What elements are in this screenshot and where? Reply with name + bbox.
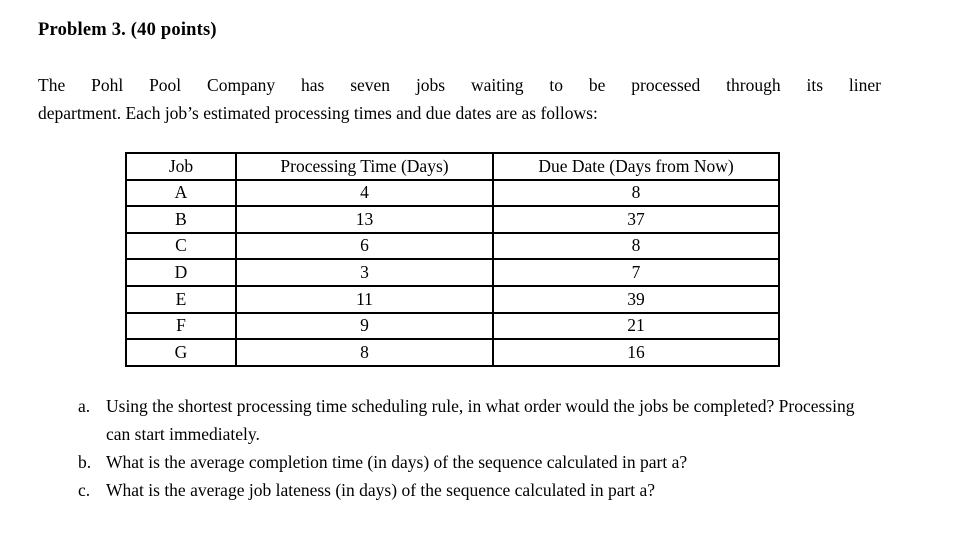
table-cell-processing-time: 4 <box>235 178 494 208</box>
table-cell-due-date: 8 <box>492 231 780 261</box>
table-cell-job: E <box>125 284 237 314</box>
question-c-label: c. <box>78 480 91 500</box>
table-header-row: Job Processing Time (Days) Due Date (Day… <box>125 152 780 181</box>
table-row: E 11 39 <box>125 284 780 314</box>
table-row: A 4 8 <box>125 178 780 208</box>
question-list: a. Using the shortest processing time sc… <box>78 392 880 504</box>
question-a-label: a. <box>78 396 91 416</box>
table-cell-job: B <box>125 205 237 234</box>
question-b: b. What is the average completion time (… <box>78 448 880 476</box>
table-cell-processing-time: 13 <box>235 205 494 234</box>
question-a: a. Using the shortest processing time sc… <box>78 392 880 448</box>
table-header-job: Job <box>125 152 237 181</box>
table-cell-due-date: 8 <box>492 178 780 208</box>
table-cell-due-date: 16 <box>492 338 780 367</box>
table-row: G 8 16 <box>125 338 780 367</box>
table-cell-processing-time: 3 <box>235 258 494 287</box>
table-cell-job: D <box>125 258 237 287</box>
table-cell-due-date: 37 <box>492 205 780 234</box>
intro-line-1: The Pohl Pool Company has seven jobs wai… <box>38 75 881 95</box>
table-row: B 13 37 <box>125 205 780 234</box>
table-cell-job: C <box>125 231 237 261</box>
table-header-processing-time: Processing Time (Days) <box>235 152 494 181</box>
table-cell-processing-time: 6 <box>235 231 494 261</box>
table-cell-due-date: 39 <box>492 284 780 314</box>
table-header-due-date: Due Date (Days from Now) <box>492 152 780 181</box>
table-row: C 6 8 <box>125 231 780 261</box>
table-cell-processing-time: 9 <box>235 311 494 341</box>
jobs-table: Job Processing Time (Days) Due Date (Day… <box>125 152 780 367</box>
question-a-text: Using the shortest processing time sched… <box>106 396 855 444</box>
problem-title: Problem 3. (40 points) <box>38 20 217 40</box>
table-row: D 3 7 <box>125 258 780 287</box>
table-cell-processing-time: 11 <box>235 284 494 314</box>
table-cell-due-date: 7 <box>492 258 780 287</box>
table-cell-job: G <box>125 338 237 367</box>
intro-paragraph: The Pohl Pool Company has seven jobs wai… <box>38 71 881 127</box>
intro-line-2: department. Each job’s estimated process… <box>38 103 598 123</box>
table-cell-job: A <box>125 178 237 208</box>
question-c-text: What is the average job lateness (in day… <box>106 480 656 500</box>
table-row: F 9 21 <box>125 311 780 341</box>
table-cell-processing-time: 8 <box>235 338 494 367</box>
table-cell-job: F <box>125 311 237 341</box>
question-c: c. What is the average job lateness (in … <box>78 476 880 504</box>
table-cell-due-date: 21 <box>492 311 780 341</box>
question-b-text: What is the average completion time (in … <box>106 452 688 472</box>
question-b-label: b. <box>78 452 92 472</box>
